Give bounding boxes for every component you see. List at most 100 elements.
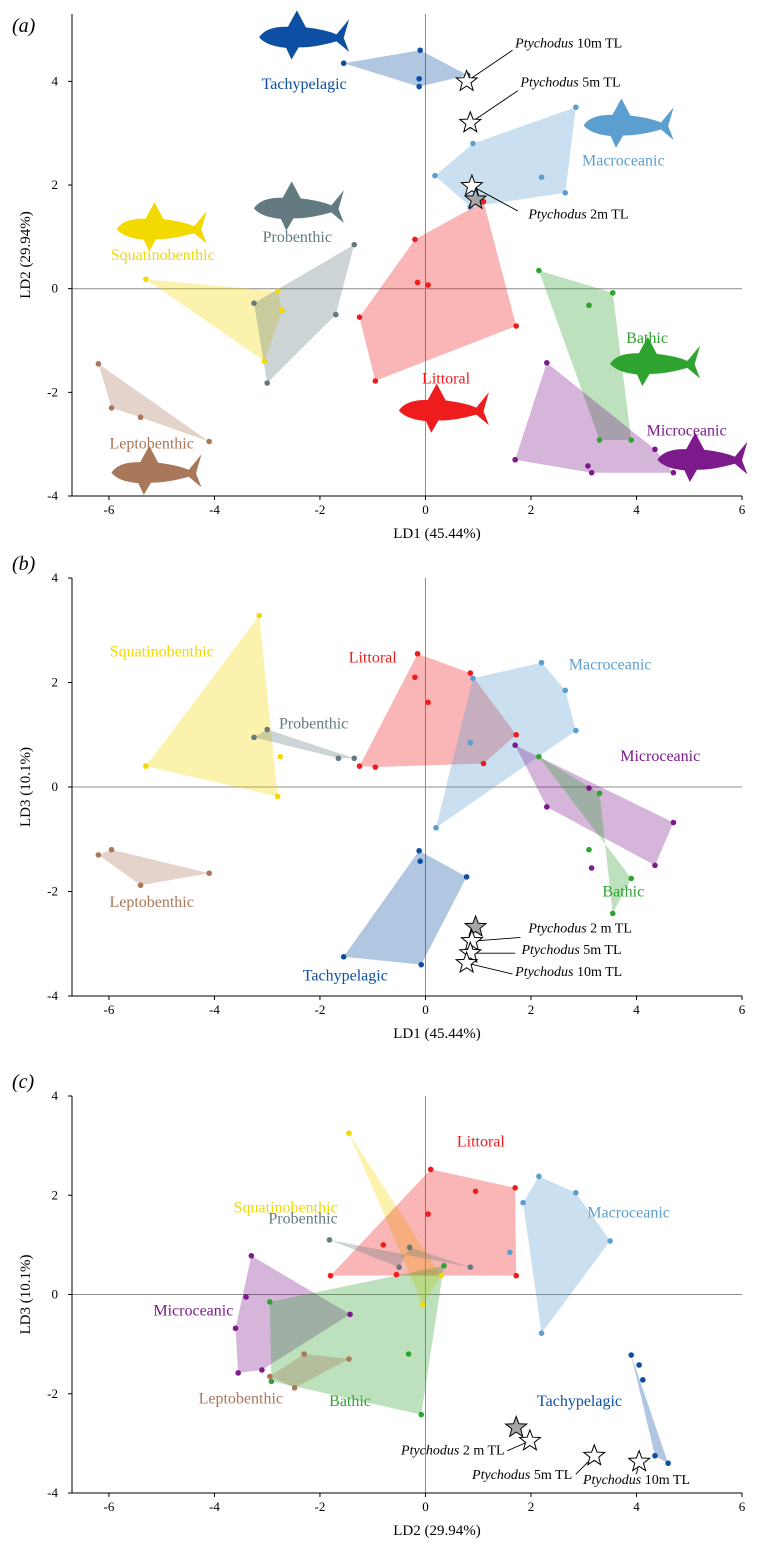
x-tick-label: 0 [422, 1499, 429, 1514]
point-leptobenthic-1 [206, 870, 212, 877]
point-littoral-5 [472, 1188, 479, 1195]
point-leptobenthic-0 [95, 361, 102, 367]
point-squatinobenthic-0 [143, 276, 149, 283]
x-tick-label: -4 [209, 1499, 220, 1514]
y-tick-label: -2 [47, 384, 58, 399]
annotation-size: 2m TL [587, 208, 629, 223]
ptychodus-star-marker [458, 110, 483, 133]
point-macroceanic-1 [573, 1189, 579, 1196]
point-littoral-6 [412, 674, 418, 681]
y-tick-label: 2 [52, 675, 59, 690]
point-tachypelagic-1 [417, 858, 423, 864]
point-probenthic-3 [332, 311, 339, 318]
shark-silhouette-leptobenthic-icon [111, 445, 202, 495]
hull-squatinobenthic [349, 1133, 442, 1305]
x-tick-label: -6 [104, 1499, 115, 1514]
group-label-macroceanic: Macroceanic [587, 1205, 670, 1222]
point-probenthic-0 [264, 726, 270, 733]
hull-squatinobenthic [145, 279, 282, 362]
point-microceanic-2 [670, 469, 677, 476]
group-label-squatinobenthic: Squatinobenthic [234, 1200, 338, 1217]
ptychodus-star-marker [460, 173, 484, 197]
point-squatinobenthic-1 [277, 753, 284, 760]
x-tick-label: 0 [422, 502, 429, 517]
ptychodus-annotation: Ptychodus 5m TL [471, 1468, 572, 1483]
hull-macroceanic [436, 662, 576, 828]
filled-star-marker [463, 187, 488, 210]
point-tachypelagic-4 [340, 954, 347, 960]
group-label-tachypelagic: Tachypelagic [537, 1393, 622, 1410]
star-leader-line [470, 90, 519, 124]
group-label-leptobenthic: Leptobenthic [199, 1391, 283, 1408]
point-microceanic-0 [248, 1252, 255, 1259]
y-axis-title: LD3 (10.1%) [18, 747, 34, 827]
point-tachypelagic-4 [652, 1452, 658, 1459]
y-tick-label: 2 [52, 177, 59, 192]
point-macroceanic-3 [433, 824, 439, 831]
point-bathic-2 [586, 846, 592, 853]
group-label-probenthic: Probenthic [268, 1211, 337, 1228]
y-tick-label: 0 [52, 281, 59, 296]
x-tick-label: -4 [209, 1002, 220, 1017]
annotation-genus: Ptychodus [514, 37, 574, 52]
point-tachypelagic-3 [418, 961, 425, 968]
hull-tachypelagic [343, 50, 468, 87]
x-tick-label: 6 [739, 1499, 746, 1514]
point-bathic-1 [441, 1262, 447, 1269]
hull-tachypelagic [343, 850, 467, 965]
panel-label: (b) [12, 553, 36, 575]
y-tick-label: 4 [52, 570, 59, 585]
point-littoral-3 [327, 1272, 334, 1279]
ptychodus-annotation: Ptychodus 10m TL [514, 37, 622, 52]
ptychodus-annotation: Ptychodus 10m TL [514, 965, 622, 980]
point-microceanic-2 [652, 862, 658, 869]
group-label-leptobenthic: Leptobenthic [109, 894, 193, 911]
point-tachypelagic-0 [340, 60, 347, 67]
point-littoral-4 [356, 314, 363, 320]
point-squatinobenthic-1 [438, 1272, 445, 1279]
x-tick-label: -4 [209, 502, 220, 517]
point-littoral-3 [372, 378, 379, 384]
star-leader-line [471, 937, 521, 942]
x-axis-title: LD1 (45.44%) [393, 526, 480, 542]
x-tick-label: -2 [315, 502, 326, 517]
point-squatinobenthic-0 [256, 612, 263, 619]
point-littoral-6 [425, 282, 431, 288]
hull-microceanic [515, 362, 674, 473]
shark-silhouette-macroceanic-icon [583, 98, 674, 148]
point-bathic-1 [596, 790, 603, 797]
point-macroceanic-2 [538, 174, 545, 181]
group-label-littoral: Littoral [457, 1134, 506, 1151]
point-littoral-0 [427, 1166, 434, 1173]
group-label-squatinobenthic: Squatinobenthic [110, 643, 214, 660]
group-label-bathic: Bathic [329, 1393, 371, 1410]
annotation-genus: Ptychodus [527, 208, 587, 223]
chart-panel-0: Squatinobenthic Probenthic Leptobenthic Lit… [12, 10, 748, 542]
group-label-bathic: Bathic [602, 884, 644, 901]
point-littoral-4 [372, 764, 379, 770]
point-macroceanic-4 [520, 1199, 526, 1206]
point-macroceanic-3 [562, 190, 569, 196]
point-squatinobenthic-2 [274, 793, 281, 800]
point-leptobenthic-1 [108, 405, 115, 411]
point-probenthic-1 [351, 755, 358, 762]
point-macroceanic-4 [470, 675, 476, 682]
shark-silhouette-squatinobenthic-icon [116, 202, 207, 252]
annotation-genus: Ptychodus [514, 965, 574, 980]
point-probenthic-3 [251, 734, 257, 741]
point-littoral-2 [513, 323, 520, 329]
group-label-leptobenthic: Leptobenthic [109, 435, 193, 452]
chart-panel-1: Squatinobenthic Probenthic Leptobenthic Lit… [12, 553, 746, 1042]
point-squatinobenthic-3 [261, 358, 268, 365]
hull-bathic [538, 756, 632, 914]
ptychodus-star-marker [454, 950, 479, 974]
point-microceanic-1 [652, 446, 658, 453]
star-leader-line [466, 49, 513, 82]
point-probenthic-0 [326, 1237, 333, 1243]
point-macroceanic-0 [538, 659, 545, 666]
ptychodus-annotation: Ptychodus 5m TL [519, 76, 620, 91]
point-littoral-0 [412, 236, 418, 243]
point-littoral-1 [480, 198, 487, 205]
point-microceanic-4 [585, 463, 591, 469]
x-tick-label: -6 [104, 502, 115, 517]
